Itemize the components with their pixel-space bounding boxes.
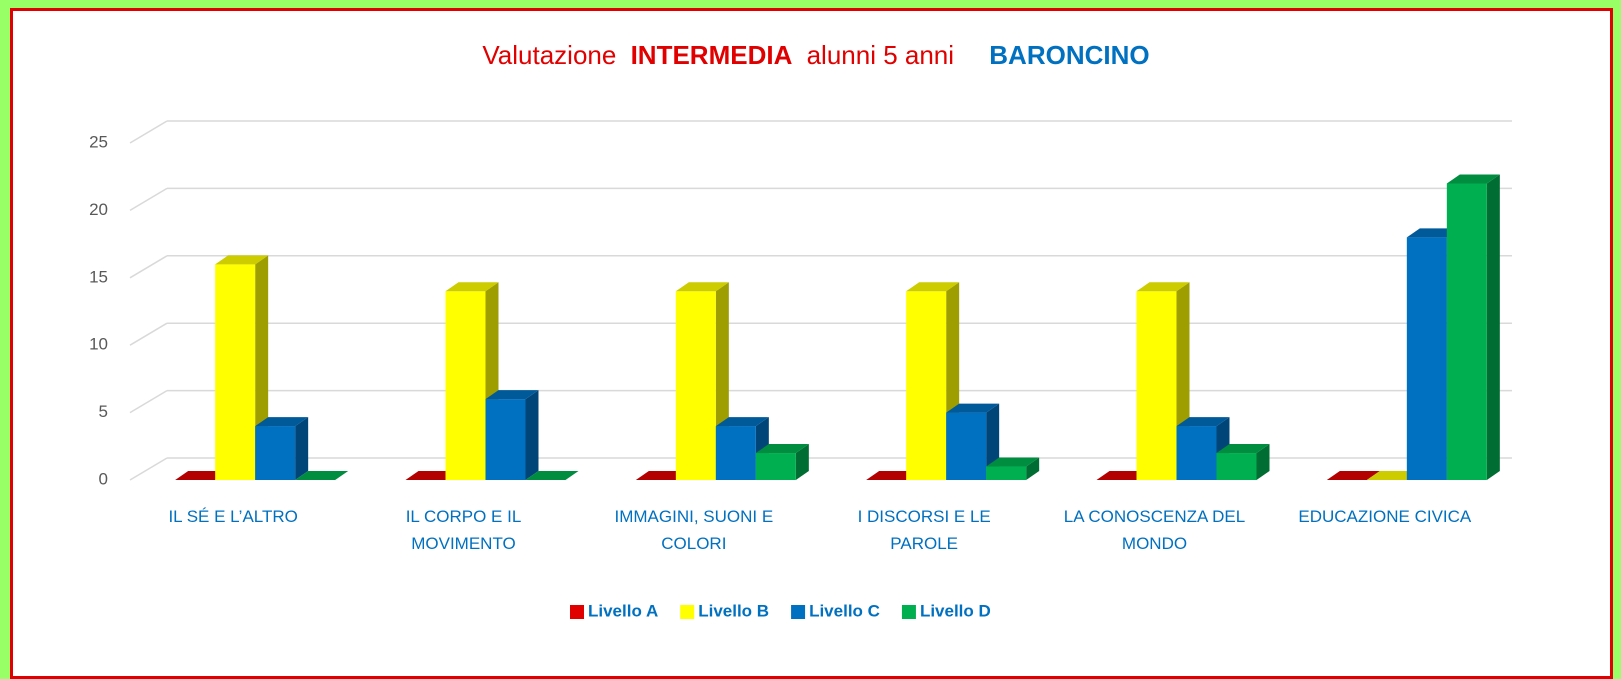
bar-front — [445, 291, 486, 480]
bar-front — [1446, 183, 1487, 480]
bar — [255, 417, 309, 480]
bar-front — [1406, 237, 1447, 480]
bar-front — [255, 426, 296, 480]
y-tick-label: 20 — [89, 200, 108, 219]
bar-top — [715, 417, 769, 427]
bar-top — [906, 282, 960, 292]
bar-side — [295, 417, 309, 480]
bar — [1096, 471, 1150, 480]
bar-front — [1136, 291, 1177, 480]
bar-top — [866, 471, 920, 480]
bar — [1216, 444, 1270, 480]
legend-swatch — [901, 605, 916, 619]
bar — [866, 471, 920, 480]
grid-line-side — [129, 187, 168, 212]
bar-top — [215, 255, 269, 265]
bar-front — [485, 399, 526, 480]
bar — [525, 471, 579, 480]
bar-front — [946, 412, 987, 480]
bar — [485, 390, 539, 480]
legend-label: Livello D — [920, 601, 991, 620]
x-tick-label: IL SÉ E L’ALTRO — [168, 507, 297, 526]
y-tick-label: 10 — [89, 335, 108, 354]
legend-swatch — [791, 605, 806, 619]
bar-front — [1216, 453, 1257, 480]
bar — [1446, 174, 1500, 480]
bar-front — [715, 426, 756, 480]
grid-line-side — [129, 389, 168, 414]
bar-top — [175, 471, 229, 480]
bar-front — [906, 291, 947, 480]
bar — [405, 471, 459, 480]
bar-top — [1096, 471, 1150, 480]
bar-top — [1446, 174, 1500, 184]
bar-top — [485, 390, 539, 400]
bar-front — [986, 466, 1027, 480]
bar — [986, 457, 1040, 480]
bar-top — [675, 282, 729, 292]
chart-panel — [10, 8, 1613, 679]
y-tick-label: 0 — [99, 469, 108, 488]
bar-top — [525, 471, 579, 480]
y-tick-label: 15 — [89, 267, 108, 286]
grid-line-side — [129, 120, 168, 144]
legend-swatch — [680, 605, 695, 619]
bar — [1326, 471, 1380, 480]
title-part: BARONCINO — [989, 40, 1149, 70]
legend-label: Livello A — [588, 601, 658, 620]
legend-label: Livello C — [809, 601, 880, 620]
title-part: INTERMEDIA — [631, 40, 793, 70]
bar-top — [445, 282, 499, 292]
bar — [295, 471, 349, 480]
bar — [175, 471, 229, 480]
bar-side — [795, 444, 809, 480]
bar-top — [1136, 282, 1190, 292]
y-tick-label: 25 — [89, 132, 108, 151]
bar-top — [1326, 471, 1380, 480]
x-tick-label: EDUCAZIONE CIVICA — [1298, 507, 1472, 526]
grid-line-side — [129, 255, 168, 279]
bar-side — [1486, 174, 1500, 480]
bar — [1366, 471, 1420, 480]
bar — [635, 471, 689, 480]
bar-top — [405, 471, 459, 480]
x-tick-label: I DISCORSI E LE PAROLE — [858, 507, 991, 553]
legend-label: Livello B — [698, 601, 769, 620]
legend-swatch — [570, 605, 584, 619]
x-tick-label: LA CONOSCENZA DEL MONDO — [1064, 507, 1245, 553]
bar-top — [755, 444, 809, 454]
bar-top — [635, 471, 689, 480]
bar — [715, 417, 769, 480]
bar-top — [255, 417, 309, 427]
bar-front — [675, 291, 716, 480]
bar — [755, 444, 809, 480]
bar-top — [1176, 417, 1230, 427]
grid-line-side — [129, 322, 168, 346]
bar-front — [215, 264, 256, 480]
chart-title: Valutazione INTERMEDIA alunni 5 anni BAR… — [482, 40, 1149, 70]
grid-line-side — [129, 457, 168, 481]
title-part: alunni 5 anni — [807, 40, 954, 70]
bar-top — [1216, 444, 1270, 454]
bar-top — [946, 403, 1000, 413]
bar-side — [1026, 457, 1040, 480]
bar — [675, 282, 729, 480]
bar-front — [1176, 426, 1217, 480]
bar-side — [525, 390, 539, 480]
bar-top — [1366, 471, 1420, 480]
x-tick-label: IMMAGINI, SUONI E COLORI — [614, 507, 773, 553]
bar-top — [295, 471, 349, 480]
bar-top — [986, 457, 1040, 467]
x-tick-label: IL CORPO E IL MOVIMENTO — [406, 507, 522, 553]
bar-top — [1406, 228, 1460, 238]
title-part: Valutazione — [482, 40, 616, 70]
bar-side — [1256, 444, 1270, 480]
bar-front — [755, 453, 796, 480]
y-tick-label: 5 — [99, 402, 108, 421]
bar — [1176, 417, 1230, 480]
